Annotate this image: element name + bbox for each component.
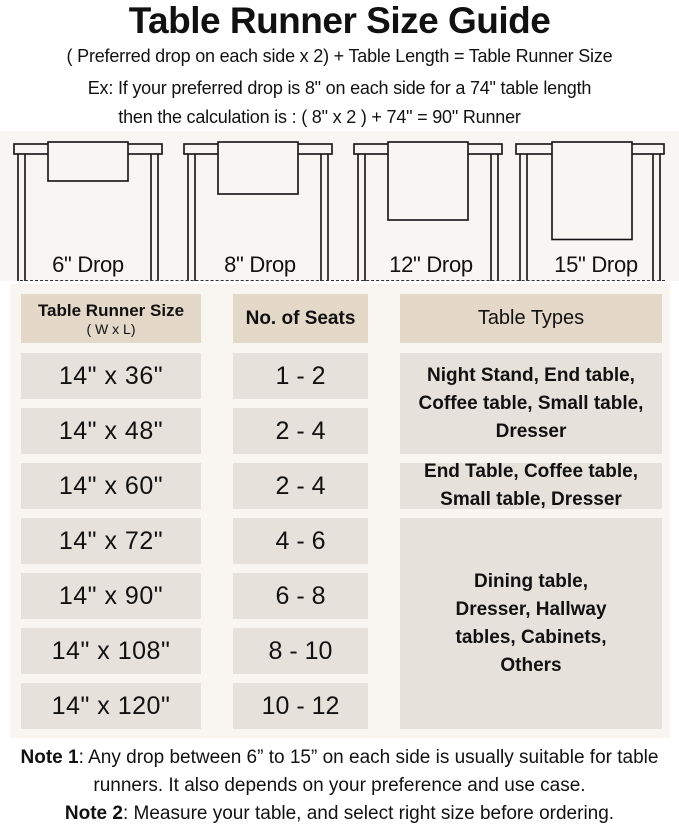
table-illustration xyxy=(353,141,503,281)
drop-label-8: 8" Drop xyxy=(224,252,296,277)
formula-text: ( Preferred drop on each side x 2) + Tab… xyxy=(66,46,613,66)
header-size: Table Runner Size ( W x L) xyxy=(21,294,201,343)
drop-label-12: 12" Drop xyxy=(389,252,473,277)
table-illustration xyxy=(13,141,163,281)
runner-drop xyxy=(47,141,129,182)
types-cell-3: Dining table, Dresser, Hallway tables, C… xyxy=(400,518,662,729)
drop-label-15: 15" Drop xyxy=(554,252,638,277)
size-cell: 14" x 60" xyxy=(21,463,201,509)
page-title: Table Runner Size Guide xyxy=(128,0,551,41)
note-1-label: Note 1 xyxy=(20,747,79,768)
note-2-text: : Measure your table, and select right s… xyxy=(122,803,615,824)
size-cell: 14" x 48" xyxy=(21,408,201,454)
header-size-sub: ( W x L) xyxy=(86,320,136,337)
runner-drop xyxy=(387,141,469,221)
types-cell-2: End Table, Coffee table, Small table, Dr… xyxy=(400,461,662,510)
note-2-label: Note 2 xyxy=(64,803,123,824)
seats-cell: 1 - 2 xyxy=(233,353,368,399)
size-table: Table Runner Size ( W x L) No. of Seats … xyxy=(10,284,670,738)
size-cell: 14" x 90" xyxy=(21,573,201,619)
example-line-2: then the calculation is : ( 8" x 2 ) + 7… xyxy=(118,107,521,127)
note-1: Note 1: Any drop between 6” to 15” on ea… xyxy=(0,744,679,800)
seats-cell: 8 - 10 xyxy=(233,628,368,674)
drop-diagrams xyxy=(0,131,679,281)
size-cell: 14" x 36" xyxy=(21,353,201,399)
seats-cell: 2 - 4 xyxy=(233,463,368,509)
seats-cell: 4 - 6 xyxy=(233,518,368,564)
example-line-1: Ex: If your preferred drop is 8" on each… xyxy=(87,78,592,98)
table-illustration xyxy=(515,141,665,281)
table-illustration xyxy=(183,141,333,281)
note-1-text: : Any drop between 6” to 15” on each sid… xyxy=(78,747,659,796)
runner-drop xyxy=(551,141,633,241)
size-cell: 14" x 108" xyxy=(21,628,201,674)
header-types: Table Types xyxy=(400,294,662,343)
seats-cell: 10 - 12 xyxy=(233,683,368,729)
header-size-label: Table Runner Size xyxy=(37,300,185,320)
size-cell: 14" x 72" xyxy=(21,518,201,564)
types-cell-1: Night Stand, End table, Coffee table, Sm… xyxy=(400,353,662,454)
drop-illustrations xyxy=(13,141,665,281)
seats-cell: 6 - 8 xyxy=(233,573,368,619)
runner-drop xyxy=(217,141,299,195)
size-cell: 14" x 120" xyxy=(21,683,201,729)
note-2: Note 2: Measure your table, and select r… xyxy=(0,800,679,828)
seats-cell: 2 - 4 xyxy=(233,408,368,454)
dashed-divider xyxy=(20,280,665,281)
drop-label-6: 6" Drop xyxy=(52,252,124,277)
header-seats: No. of Seats xyxy=(233,294,368,343)
